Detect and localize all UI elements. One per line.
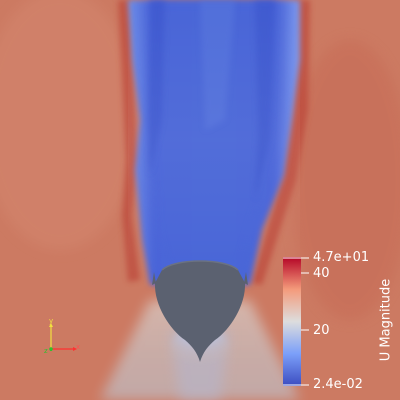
body-shape (154, 261, 246, 362)
colorbar-tick-label-20: 20 (313, 323, 330, 338)
colorbar-title: U Magnitude (378, 278, 394, 362)
axis-x-label: x (76, 343, 81, 351)
colorbar-min-label: 2.4e-02 (313, 377, 363, 392)
axis-y-label: y (49, 317, 54, 325)
colorbar-max-label: 4.7e+01 (313, 250, 370, 265)
axis-z-label: z (44, 347, 48, 355)
colorbar-gradient (283, 257, 301, 386)
orientation-axes-triad (49, 323, 77, 351)
colorbar-tick-label-40: 40 (313, 266, 330, 281)
